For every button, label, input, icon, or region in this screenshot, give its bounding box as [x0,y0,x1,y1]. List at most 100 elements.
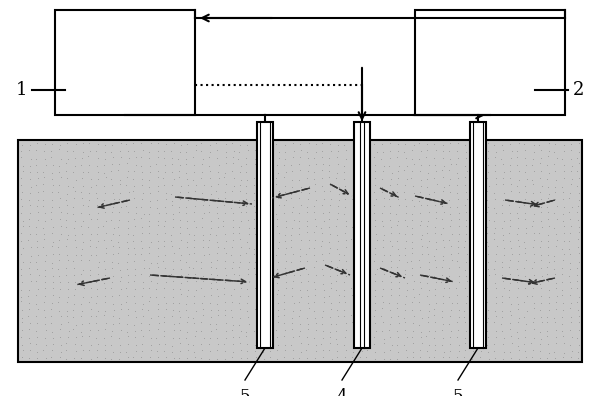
Point [431,342,440,348]
Point [175,245,184,251]
Point [235,340,245,346]
Point [407,258,416,264]
Point [198,306,208,312]
Point [129,168,139,174]
Point [294,161,304,168]
Point [319,188,329,194]
Point [93,307,103,314]
Point [25,142,35,148]
Point [265,156,274,162]
Point [537,272,547,279]
Point [184,231,193,237]
Point [280,299,289,305]
Point [393,141,403,147]
Point [145,183,154,190]
Point [31,301,41,307]
Point [363,147,373,153]
Point [137,230,146,236]
Point [26,184,36,190]
Point [377,328,386,334]
Point [34,188,43,195]
Point [400,319,410,325]
Point [460,319,470,326]
Point [123,279,133,285]
Point [166,238,176,244]
Point [257,223,267,230]
Point [574,327,584,333]
Point [86,284,95,291]
Point [498,341,508,348]
Point [109,301,118,307]
Point [445,167,454,173]
Point [220,356,230,362]
Point [325,340,335,346]
Point [424,354,433,360]
Point [295,320,304,327]
Point [130,328,140,334]
Point [56,286,65,292]
Point [198,312,208,319]
Point [296,189,306,196]
Point [55,326,65,332]
Point [101,245,111,251]
Point [544,238,553,244]
Point [100,237,109,244]
Point [401,347,411,353]
Point [514,197,523,203]
Point [49,335,58,341]
Point [53,299,63,305]
Point [280,327,289,333]
Point [573,217,583,224]
Point [124,189,133,196]
Point [182,210,191,217]
Point [206,292,215,298]
Point [144,244,154,250]
Point [62,190,71,197]
Point [242,286,251,292]
Point [401,155,410,162]
Point [181,301,191,307]
Point [32,320,42,326]
Point [370,154,379,160]
Point [16,287,25,293]
Point [182,176,191,183]
Point [64,294,73,300]
Point [461,347,470,353]
Point [407,307,417,313]
Point [370,300,380,307]
Point [229,271,238,278]
Point [341,273,350,279]
Point [265,354,275,360]
Point [219,245,229,251]
Point [46,154,56,160]
Point [296,349,306,355]
Point [266,272,276,278]
Point [333,203,343,209]
Point [68,326,78,333]
Point [296,237,305,243]
Point [137,341,147,347]
Point [384,327,394,333]
Point [159,314,169,320]
Point [227,314,237,320]
Point [175,257,185,263]
Point [25,202,35,208]
Point [107,259,116,265]
Point [447,257,457,263]
Point [86,183,95,190]
Point [482,342,492,348]
Point [212,250,222,257]
Point [409,349,418,356]
Point [85,237,95,243]
Point [138,333,148,339]
Point [476,148,485,155]
Point [265,264,275,270]
Point [324,347,334,353]
Point [71,347,80,354]
Point [536,265,546,271]
Point [257,238,266,245]
Point [484,183,493,189]
Point [109,307,118,313]
Point [108,251,118,257]
Point [77,307,87,314]
